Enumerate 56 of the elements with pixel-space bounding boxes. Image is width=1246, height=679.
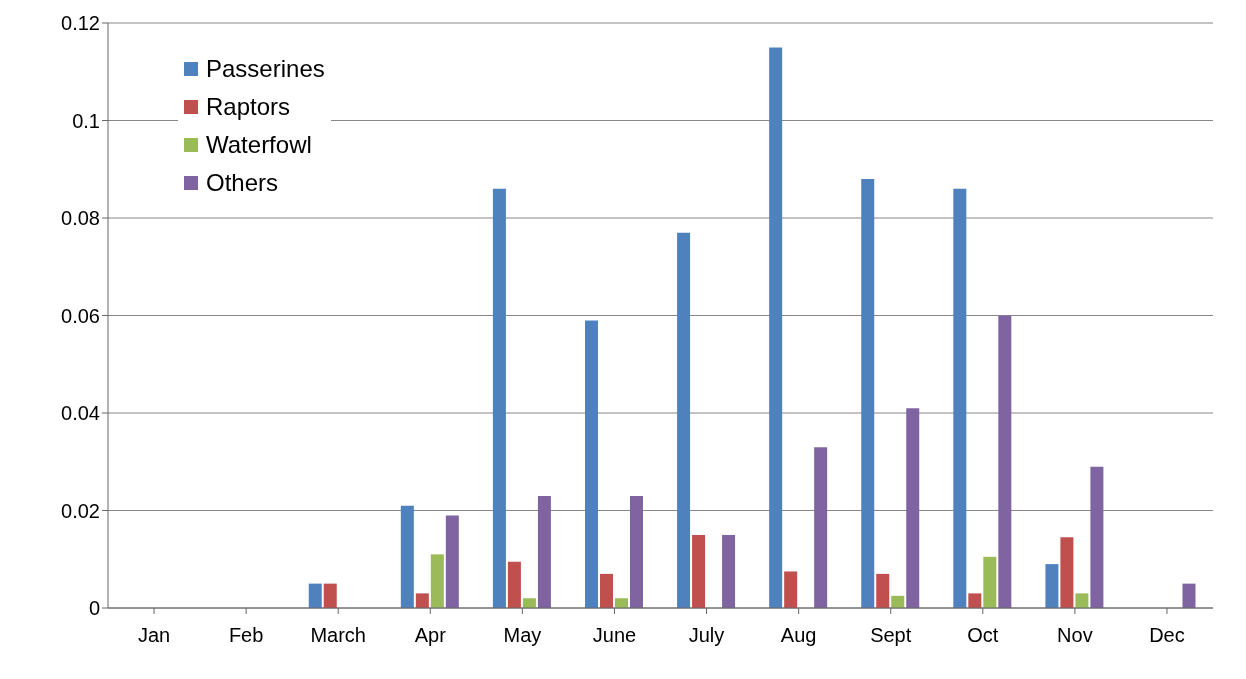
bar	[769, 47, 783, 608]
x-tick-label: Jan	[137, 624, 171, 647]
bar	[1060, 537, 1074, 608]
bar	[323, 583, 337, 608]
bar	[722, 534, 736, 608]
bar	[614, 598, 628, 608]
y-tick-label: 0.06	[61, 304, 100, 327]
bar	[308, 583, 322, 608]
bar	[1075, 593, 1089, 608]
legend-label: Waterfowl	[206, 130, 312, 160]
bar	[968, 593, 982, 608]
y-tick-label: 0.1	[72, 109, 100, 132]
x-tick-label: July	[688, 624, 725, 647]
x-tick-label: Apr	[414, 624, 447, 647]
bar	[507, 561, 521, 608]
y-tick-label: 0.04	[61, 402, 100, 425]
bar	[814, 447, 828, 608]
bar	[430, 554, 444, 608]
bar	[522, 598, 536, 608]
bar	[861, 179, 875, 608]
bar	[537, 495, 551, 608]
bar	[1182, 583, 1196, 608]
bar	[953, 188, 967, 608]
bar	[415, 593, 429, 608]
bar	[1045, 564, 1059, 608]
bar	[983, 556, 997, 608]
x-tick-label: Dec	[1149, 624, 1185, 647]
y-tick-label: 0	[88, 597, 100, 620]
x-tick-label: Aug	[780, 624, 817, 647]
x-tick-label: Nov	[1057, 624, 1093, 647]
bar	[1090, 466, 1104, 608]
bar	[692, 534, 706, 608]
bar	[876, 573, 890, 608]
x-tick-label: Sept	[870, 624, 912, 647]
legend-label: Raptors	[206, 92, 291, 122]
y-tick-label: 0.12	[61, 12, 100, 35]
x-tick-label: March	[310, 624, 366, 647]
y-tick-label: 0.02	[61, 499, 100, 522]
bar	[629, 495, 643, 608]
x-tick-label: May	[503, 624, 542, 647]
bar	[891, 595, 905, 608]
y-tick-label: 0.08	[61, 207, 100, 230]
bar	[677, 232, 691, 608]
bar	[784, 571, 798, 608]
legend-label: Others	[206, 168, 279, 198]
legend-label: Passerines	[206, 54, 325, 84]
x-tick-label: Oct	[967, 624, 999, 647]
x-tick-label: June	[592, 624, 637, 647]
bar	[906, 408, 920, 608]
bar	[445, 515, 459, 608]
bar	[599, 573, 613, 608]
bar	[492, 188, 506, 608]
x-tick-label: Feb	[228, 624, 264, 647]
bar	[584, 320, 598, 608]
bar	[998, 315, 1012, 608]
bar	[400, 505, 414, 608]
